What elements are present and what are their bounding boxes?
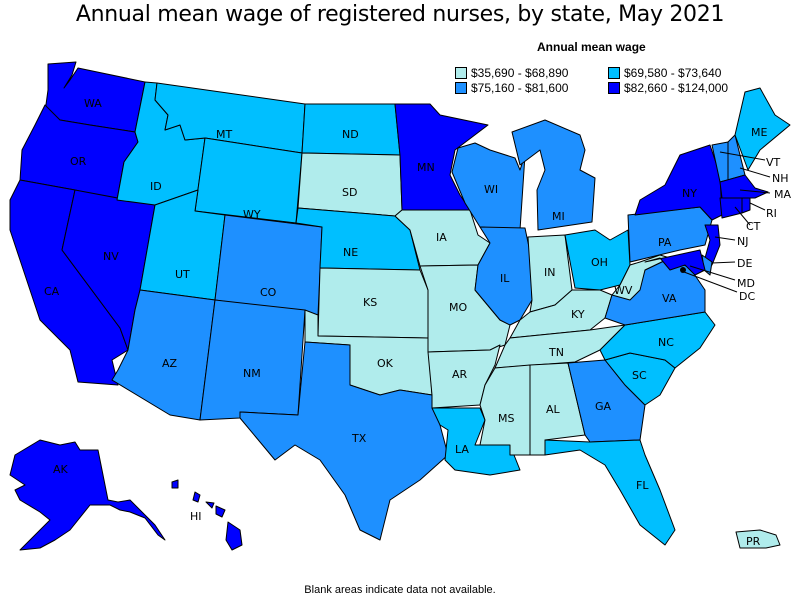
svg-text:CA: CA — [44, 285, 60, 298]
svg-text:SD: SD — [342, 186, 357, 199]
svg-text:PR: PR — [746, 535, 761, 548]
svg-text:SC: SC — [632, 369, 647, 382]
legend-label: $69,580 - $73,640 — [624, 66, 722, 80]
legend-swatch — [608, 67, 620, 79]
svg-text:NM: NM — [243, 367, 261, 380]
svg-text:WA: WA — [84, 97, 102, 110]
svg-text:PA: PA — [658, 236, 672, 249]
svg-text:GA: GA — [595, 400, 612, 413]
svg-text:RI: RI — [766, 207, 777, 220]
svg-text:ND: ND — [342, 128, 359, 141]
state-FL[interactable] — [544, 439, 676, 546]
svg-text:OK: OK — [377, 357, 394, 370]
svg-text:NV: NV — [103, 250, 119, 263]
svg-text:CT: CT — [746, 220, 761, 233]
state-labels: WA OR CA NV ID MT WY UT AZ CO NM ND SD N… — [44, 97, 791, 548]
state-MN[interactable] — [394, 103, 489, 211]
svg-text:OH: OH — [591, 256, 608, 269]
state-CT[interactable] — [719, 197, 743, 219]
legend-swatch — [455, 67, 467, 79]
svg-text:MS: MS — [498, 412, 514, 425]
svg-text:NY: NY — [682, 187, 697, 200]
state-SD[interactable] — [297, 152, 403, 217]
legend-label: $75,160 - $81,600 — [471, 81, 569, 95]
svg-text:WV: WV — [614, 284, 633, 297]
state-AK[interactable] — [9, 439, 166, 551]
svg-text:VA: VA — [662, 292, 677, 305]
legend-item-1: $35,690 - $68,890 — [455, 66, 568, 80]
svg-text:MD: MD — [737, 277, 755, 290]
svg-text:DC: DC — [739, 290, 755, 303]
svg-text:IN: IN — [544, 266, 555, 279]
state-NY[interactable] — [634, 144, 723, 221]
footnote: Blank areas indicate data not available. — [304, 584, 496, 596]
svg-text:NE: NE — [343, 246, 358, 259]
svg-text:IL: IL — [500, 272, 510, 285]
legend-swatch — [608, 82, 620, 94]
state-PR[interactable] — [735, 529, 781, 549]
legend-item-3: $75,160 - $81,600 — [455, 81, 568, 95]
svg-text:NC: NC — [658, 336, 674, 349]
svg-text:VT: VT — [766, 156, 781, 169]
svg-text:WI: WI — [484, 183, 498, 196]
legend-item-2: $69,580 - $73,640 — [608, 66, 721, 80]
state-HI[interactable] — [171, 479, 243, 551]
svg-text:AZ: AZ — [162, 357, 178, 370]
state-CO[interactable] — [214, 214, 323, 316]
state-ME[interactable] — [734, 87, 791, 171]
legend-label: $35,690 - $68,890 — [471, 66, 569, 80]
svg-text:FL: FL — [636, 479, 649, 492]
svg-text:MO: MO — [449, 301, 467, 314]
svg-text:MI: MI — [552, 210, 565, 223]
svg-text:ID: ID — [150, 180, 162, 193]
svg-text:AK: AK — [53, 463, 69, 476]
svg-text:MT: MT — [216, 128, 232, 141]
svg-text:AL: AL — [546, 403, 561, 416]
svg-text:KY: KY — [571, 308, 585, 321]
svg-text:DE: DE — [737, 257, 752, 270]
svg-text:TX: TX — [351, 432, 367, 445]
state-DC[interactable] — [680, 267, 686, 273]
svg-text:WY: WY — [243, 208, 261, 221]
map-title: Annual mean wage of registered nurses, b… — [75, 2, 725, 27]
svg-text:MA: MA — [774, 188, 791, 201]
state-WV[interactable] — [611, 254, 671, 301]
legend-title: Annual mean wage — [537, 40, 646, 54]
leader-lines — [683, 151, 771, 293]
state-TX[interactable] — [239, 341, 449, 541]
svg-text:MN: MN — [417, 161, 435, 174]
svg-text:TN: TN — [548, 346, 564, 359]
svg-text:KS: KS — [363, 296, 377, 309]
svg-text:NJ: NJ — [737, 235, 748, 248]
svg-text:NH: NH — [772, 172, 789, 185]
svg-text:IA: IA — [436, 231, 447, 244]
legend-label: $82,660 - $124,000 — [624, 81, 729, 95]
svg-text:ME: ME — [751, 126, 767, 139]
svg-text:AR: AR — [452, 368, 468, 381]
svg-text:HI: HI — [190, 510, 202, 523]
svg-text:UT: UT — [175, 268, 190, 281]
svg-text:OR: OR — [70, 155, 87, 168]
state-MI[interactable] — [511, 119, 596, 231]
svg-text:CO: CO — [260, 286, 277, 299]
legend-item-4: $82,660 - $124,000 — [608, 81, 728, 95]
state-NM[interactable] — [199, 299, 306, 421]
legend-swatch — [455, 82, 467, 94]
state-RI[interactable] — [741, 197, 751, 214]
svg-text:LA: LA — [455, 443, 469, 456]
state-MD[interactable] — [644, 249, 706, 276]
